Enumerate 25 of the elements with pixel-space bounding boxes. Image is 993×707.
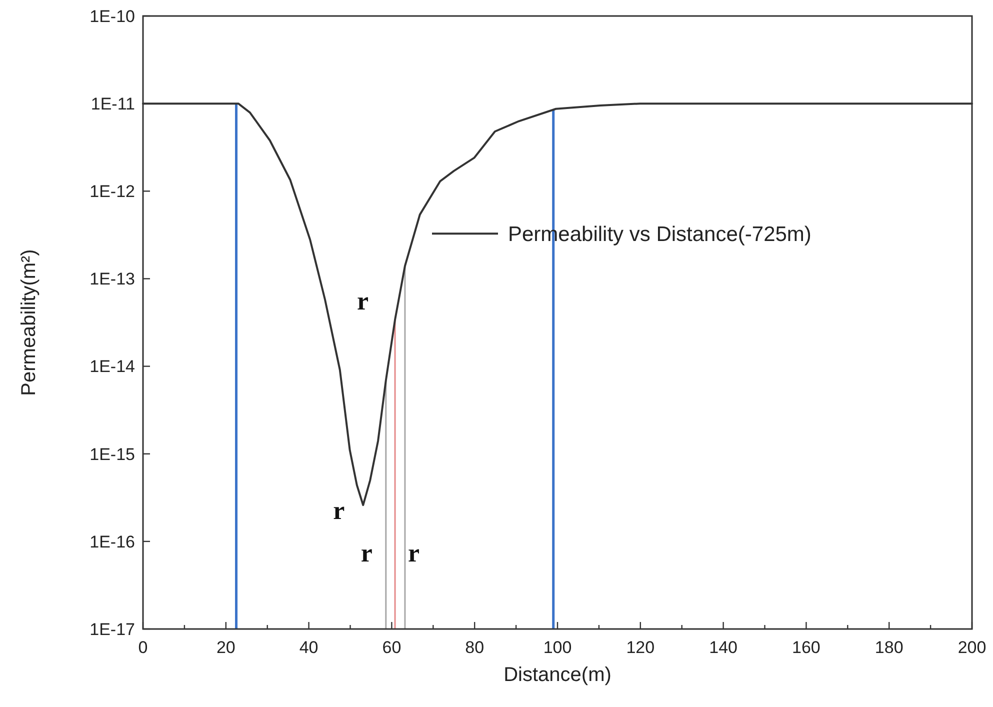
x-tick-label: 0 [138, 638, 148, 657]
annotation: r [357, 286, 369, 316]
annotation: r [360, 538, 372, 568]
y-tick-label: 1E-17 [90, 620, 135, 639]
y-tick-label: 1E-12 [90, 182, 135, 202]
y-axis-title: Permeability(m²) [18, 249, 40, 396]
x-tick-label: 200 [958, 638, 986, 657]
x-tick-label: 20 [216, 638, 236, 657]
annotation: r [408, 538, 420, 568]
x-axis-title: Distance(m) [504, 664, 612, 686]
x-tick-label: 40 [299, 638, 318, 657]
y-tick-label: 1E-13 [90, 270, 135, 289]
y-tick-label: 1E-10 [90, 6, 135, 26]
x-tick-label: 120 [626, 638, 655, 657]
x-tick-label: 80 [465, 638, 484, 657]
y-tick-label: 1E-11 [90, 94, 135, 114]
x-tick-label: 180 [874, 638, 904, 657]
y-tick-label: 1E-14 [90, 357, 135, 376]
y-tick-label: 1E-16 [90, 532, 135, 552]
x-tick-label: 160 [792, 638, 820, 657]
x-tick-label: 140 [709, 638, 738, 657]
x-tick-label: 100 [543, 638, 572, 657]
annotation: r [333, 496, 345, 526]
y-tick-label: 1E-15 [90, 444, 135, 464]
x-tick-label: 60 [382, 638, 402, 657]
